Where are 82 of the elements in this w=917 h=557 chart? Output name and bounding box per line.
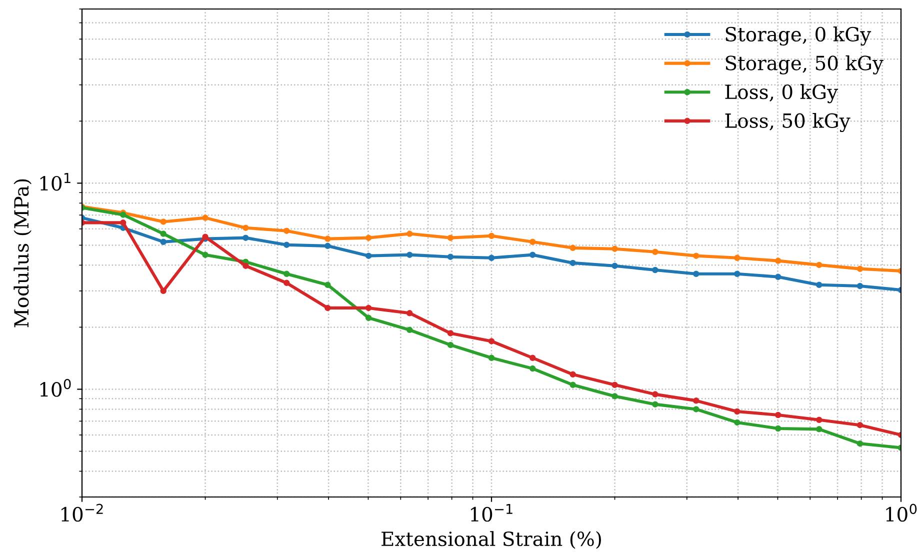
line-series (82, 214, 901, 294)
point (529, 252, 536, 258)
point (324, 304, 331, 312)
legend-label: Loss, 0 kGy (725, 84, 838, 104)
point (816, 426, 822, 432)
point (202, 252, 208, 258)
point (365, 314, 372, 321)
point (447, 342, 454, 348)
point (692, 270, 700, 277)
point (774, 258, 782, 264)
point (570, 260, 576, 266)
x-tick-label: 10$^{−1}$ (471, 504, 512, 522)
point (283, 280, 290, 286)
point (488, 338, 495, 344)
point (406, 230, 413, 237)
point (488, 254, 495, 261)
point (570, 371, 576, 378)
point (856, 282, 864, 290)
point (570, 244, 576, 252)
point (816, 416, 822, 424)
point (612, 262, 618, 269)
point (242, 224, 249, 231)
x-tick-label: 10$^{−2}$ (62, 504, 103, 522)
point (856, 440, 864, 447)
point (283, 242, 290, 248)
x-axis-title: Extensional Strain (%) (382, 531, 601, 549)
point (774, 274, 782, 280)
point (612, 382, 618, 388)
point (365, 234, 372, 241)
point (652, 391, 658, 398)
point (160, 230, 166, 237)
point (652, 401, 658, 408)
point (202, 214, 208, 221)
legend-label: Storage, 50 kGy (726, 55, 884, 74)
point (774, 425, 782, 432)
point (488, 232, 495, 239)
point (816, 262, 822, 268)
point (447, 330, 454, 336)
y-axis-title: Modulus (MPa) (14, 179, 32, 328)
point (120, 220, 126, 226)
point (447, 254, 454, 260)
point (283, 270, 290, 277)
point (406, 252, 413, 258)
point (692, 406, 700, 412)
point (570, 382, 576, 388)
point (856, 266, 864, 272)
point (734, 408, 740, 415)
point (734, 270, 740, 277)
point (774, 412, 782, 418)
point (160, 288, 166, 294)
legend-label: Loss, 50 kGy (725, 112, 850, 132)
point (242, 262, 249, 269)
point (488, 354, 495, 361)
point (447, 234, 454, 241)
point (692, 252, 700, 259)
point (529, 238, 536, 245)
x-tick-label: 10$^{0}$ (886, 504, 917, 522)
point (324, 236, 331, 242)
point (160, 218, 166, 225)
point (324, 242, 331, 250)
point (406, 326, 413, 334)
line-series (82, 204, 901, 274)
point (529, 365, 536, 372)
point (283, 228, 290, 234)
point (612, 393, 618, 400)
point (652, 248, 658, 256)
point (406, 310, 413, 316)
y-tick-label: 10$^{1}$ (40, 173, 70, 191)
point (529, 354, 536, 361)
point (734, 419, 740, 426)
point (856, 422, 864, 428)
point (734, 254, 740, 261)
point (652, 266, 658, 274)
point (160, 238, 166, 245)
legend-label: Storage, 0 kGy (726, 26, 872, 46)
point (816, 282, 822, 288)
point (692, 398, 700, 404)
point (365, 252, 372, 259)
point (612, 246, 618, 252)
point (365, 304, 372, 312)
point (324, 282, 331, 288)
point (242, 234, 249, 241)
